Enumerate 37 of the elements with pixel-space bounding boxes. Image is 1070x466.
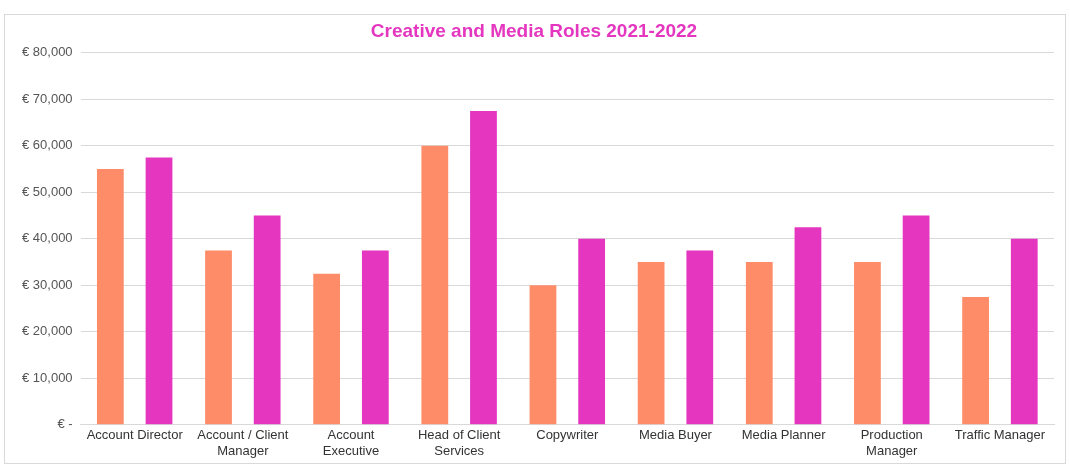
x-tick-label: Account Executive xyxy=(322,427,380,458)
bar xyxy=(745,262,773,425)
y-tick-label: € 30,000 xyxy=(21,276,73,292)
bar xyxy=(145,157,173,425)
y-tick-label: € 50,000 xyxy=(21,183,73,199)
bar xyxy=(902,215,930,425)
bar xyxy=(253,215,281,425)
bar xyxy=(313,273,341,425)
bar xyxy=(421,145,449,425)
x-tick-label: Media Planner xyxy=(741,427,827,443)
bar xyxy=(794,227,822,425)
bar xyxy=(686,250,714,425)
bar xyxy=(854,262,881,425)
bar xyxy=(205,250,232,425)
x-tick-label: Head of Client Services xyxy=(417,427,501,458)
y-tick-label: € 40,000 xyxy=(21,230,73,246)
bar xyxy=(361,250,389,425)
x-tick-label: Production Manager xyxy=(860,427,923,458)
y-tick-label: € 60,000 xyxy=(21,137,73,153)
y-tick-label: € 70,000 xyxy=(21,90,73,106)
bar xyxy=(96,169,124,425)
y-tick-label: € 20,000 xyxy=(21,323,73,339)
bar xyxy=(962,296,989,425)
bar xyxy=(470,110,497,425)
bar xyxy=(637,262,665,425)
x-tick-label: Media Buyer xyxy=(638,427,713,443)
bar xyxy=(1010,238,1038,425)
chart-title: Creative and Media Roles 2021-2022 xyxy=(370,19,698,41)
bar xyxy=(529,285,557,425)
y-tick-label: € 10,000 xyxy=(21,369,73,385)
x-tick-label: Copywriter xyxy=(536,427,600,443)
x-tick-label: Account Director xyxy=(86,427,184,443)
bar xyxy=(578,238,606,425)
x-tick-label: Account / Client Manager xyxy=(197,427,289,458)
x-tick-label: Traffic Manager xyxy=(954,427,1046,443)
y-tick-label: € 80,000 xyxy=(21,44,73,60)
y-tick-label: € - xyxy=(57,416,73,432)
